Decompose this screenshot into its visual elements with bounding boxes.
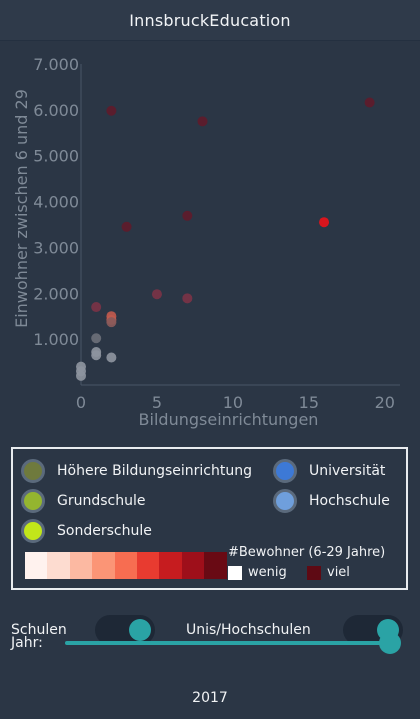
heat-high-label: viel [327, 565, 350, 580]
data-point [91, 302, 102, 313]
data-point [91, 333, 102, 344]
y-axis-label: Einwohner zwischen 6 und 29 [12, 89, 31, 328]
legend-item-hochschule[interactable]: Hochschule [273, 489, 390, 513]
unis-toggle-label: Unis/Hochschulen [186, 622, 311, 638]
heat-scale-cell [181, 552, 205, 579]
legend-item-universitaet[interactable]: Universität [273, 459, 385, 483]
data-point [121, 221, 132, 232]
scatter-chart: 1.000 2.000 3.000 4.000 5.000 6.000 7.000 0 5 10 1… [12, 55, 400, 429]
circle-icon [273, 459, 297, 483]
data-point [106, 105, 117, 116]
legend-panel: Höhere Bildungseinrichtung Universität G… [11, 447, 408, 590]
heat-scale-cell [159, 552, 182, 579]
data-point [76, 370, 86, 381]
heat-scale-high: viel [307, 565, 350, 580]
schools-toggle[interactable] [95, 615, 155, 645]
x-axis-label: Bildungseinrichtungen [139, 410, 319, 429]
year-slider-track[interactable] [65, 641, 395, 645]
chart-axes: 1.000 2.000 3.000 4.000 5.000 6.000 7.000 0 5 10 1… [12, 55, 400, 429]
y-tick-label: 2.000 [33, 284, 79, 303]
heat-scale-cell [114, 552, 137, 579]
data-point [319, 217, 330, 228]
heat-scale-cell [92, 552, 115, 579]
legend-item-hoehere[interactable]: Höhere Bildungseinrichtung [21, 459, 252, 483]
heat-scale-title: #Bewohner (6-29 Jahre) [228, 545, 386, 560]
data-point [182, 210, 193, 221]
heat-scale-low: wenig [228, 565, 287, 580]
data-point [182, 293, 193, 304]
x-tick-label: 0 [76, 393, 86, 412]
heat-scale-cell [25, 552, 48, 579]
schools-toggle-label: Schulen [11, 622, 67, 638]
year-slider-thumb[interactable] [379, 632, 401, 654]
y-tick-label: 3.000 [33, 238, 79, 257]
app-title: InnsbruckEducation [129, 10, 291, 30]
heat-scale-cell [204, 552, 227, 579]
title-bar: InnsbruckEducation [0, 0, 420, 41]
chart-points [76, 97, 375, 381]
data-point [151, 289, 162, 300]
x-tick-label: 20 [375, 393, 395, 412]
heat-low-label: wenig [248, 565, 287, 580]
heat-scale-cell [136, 552, 160, 579]
x-tick-label: 15 [299, 393, 319, 412]
y-tick-label: 4.000 [33, 193, 79, 212]
data-point [364, 97, 375, 108]
circle-icon [21, 489, 45, 513]
y-tick-label: 5.000 [33, 147, 79, 166]
y-tick-label: 1.000 [33, 330, 79, 349]
legend-label: Sonderschule [57, 523, 152, 539]
x-tick-label: 5 [152, 393, 162, 412]
data-point [106, 352, 117, 363]
heat-scale-cell [69, 552, 93, 579]
legend-item-sonderschule[interactable]: Sonderschule [21, 519, 152, 543]
high-swatch [307, 565, 321, 580]
year-value: 2017 [192, 690, 228, 706]
circle-icon [21, 459, 45, 483]
data-point [106, 317, 117, 328]
circle-icon [21, 519, 45, 543]
y-tick-label: 6.000 [33, 101, 79, 120]
data-point [197, 116, 208, 127]
heat-color-scale [25, 552, 227, 579]
data-point [91, 350, 102, 361]
legend-label: Grundschule [57, 493, 146, 509]
low-swatch [228, 565, 242, 580]
year-slider-label: Jahr: [11, 635, 43, 651]
legend-item-grundschule[interactable]: Grundschule [21, 489, 145, 513]
x-tick-label: 10 [223, 393, 243, 412]
legend-label: Höhere Bildungseinrichtung [57, 463, 253, 479]
legend-label: Universität [309, 463, 386, 479]
heat-scale-cell [47, 552, 70, 579]
toggle-knob [129, 619, 151, 641]
legend-label: Hochschule [309, 493, 390, 509]
circle-icon [273, 489, 297, 513]
y-tick-label: 7.000 [33, 55, 79, 74]
